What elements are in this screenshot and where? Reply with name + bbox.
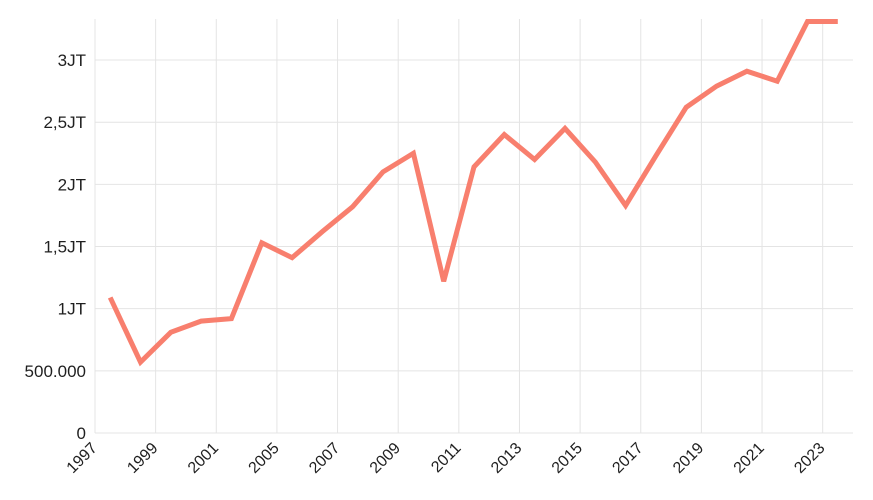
y-axis-tick-label: 1JT: [58, 300, 86, 319]
x-axis-tick-label: 2009: [367, 440, 404, 477]
x-axis-tick-label: 2019: [670, 440, 707, 477]
x-axis-tick-label: 2017: [609, 440, 646, 477]
y-axis-tick-label: 1,5JT: [43, 238, 86, 257]
x-axis-tick-label: 1999: [124, 440, 161, 477]
x-axis-tick-label: 2007: [306, 440, 343, 477]
x-axis-tick-label: 2015: [549, 440, 586, 477]
x-axis-tick-label: 2023: [791, 440, 828, 477]
y-axis-tick-label: 2,5JT: [43, 113, 86, 132]
x-axis-tick-label: 2011: [428, 440, 464, 476]
x-axis-tick-label: 2005: [246, 440, 283, 477]
y-axis-tick-label: 2JT: [58, 175, 86, 194]
y-axis-tick-label: 500.000: [25, 362, 86, 381]
y-axis-tick-label: 3JT: [58, 51, 86, 70]
x-axis-tick-label: 2013: [488, 440, 525, 477]
y-axis-tick-label: 0: [77, 424, 86, 443]
x-axis-tick-label: 2001: [185, 440, 222, 477]
x-axis-tick-label: 2021: [731, 440, 768, 477]
data-line-series: [107, 19, 838, 367]
x-axis-tick-label: 1997: [64, 440, 101, 477]
